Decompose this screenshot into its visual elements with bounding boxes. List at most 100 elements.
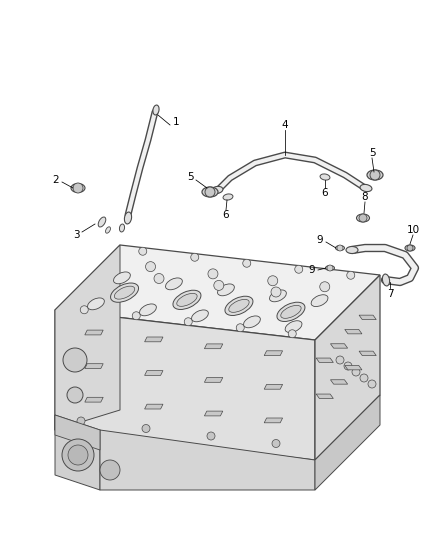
Ellipse shape (166, 278, 182, 290)
Circle shape (191, 253, 199, 261)
Polygon shape (145, 404, 163, 409)
Polygon shape (264, 384, 283, 389)
Circle shape (207, 432, 215, 440)
Polygon shape (55, 310, 315, 460)
Polygon shape (359, 351, 376, 356)
Ellipse shape (311, 295, 328, 306)
Polygon shape (55, 245, 380, 340)
Circle shape (327, 265, 333, 271)
Ellipse shape (360, 184, 372, 191)
Text: 10: 10 (406, 225, 420, 235)
Circle shape (268, 276, 278, 286)
Circle shape (208, 269, 218, 279)
Ellipse shape (223, 194, 233, 200)
Ellipse shape (120, 224, 124, 232)
Ellipse shape (202, 187, 218, 197)
Text: 8: 8 (362, 192, 368, 202)
Polygon shape (55, 415, 100, 450)
Circle shape (139, 247, 147, 255)
Ellipse shape (357, 214, 370, 222)
Polygon shape (205, 377, 223, 382)
Circle shape (347, 271, 355, 279)
Text: 6: 6 (321, 188, 328, 198)
Polygon shape (315, 395, 380, 490)
Circle shape (145, 262, 155, 272)
Ellipse shape (225, 296, 253, 316)
Ellipse shape (153, 105, 159, 115)
Circle shape (205, 187, 215, 197)
Ellipse shape (191, 310, 208, 322)
Circle shape (360, 374, 368, 382)
Circle shape (73, 183, 83, 193)
Polygon shape (345, 366, 362, 370)
Ellipse shape (285, 321, 302, 333)
Polygon shape (85, 330, 103, 335)
Ellipse shape (325, 265, 335, 271)
Text: 6: 6 (223, 210, 230, 220)
Circle shape (100, 460, 120, 480)
Circle shape (243, 259, 251, 267)
Circle shape (368, 380, 376, 388)
Text: 5: 5 (369, 148, 375, 158)
Circle shape (295, 265, 303, 273)
Polygon shape (345, 329, 362, 334)
Circle shape (62, 439, 94, 471)
Ellipse shape (382, 274, 389, 286)
Ellipse shape (140, 304, 156, 316)
Ellipse shape (336, 246, 345, 251)
Polygon shape (100, 430, 315, 490)
Ellipse shape (71, 183, 85, 192)
Polygon shape (205, 411, 223, 416)
Ellipse shape (277, 302, 305, 321)
Circle shape (272, 440, 280, 448)
Circle shape (214, 280, 224, 290)
Polygon shape (359, 315, 376, 320)
Ellipse shape (124, 212, 131, 224)
Ellipse shape (113, 272, 131, 284)
Text: 9: 9 (317, 235, 323, 245)
Polygon shape (205, 344, 223, 349)
Ellipse shape (110, 283, 138, 302)
Circle shape (288, 330, 296, 338)
Text: 4: 4 (282, 120, 288, 130)
Text: 3: 3 (73, 230, 79, 240)
Circle shape (407, 245, 413, 251)
Polygon shape (316, 394, 333, 399)
Ellipse shape (173, 290, 201, 310)
Ellipse shape (346, 246, 358, 254)
Ellipse shape (177, 293, 197, 306)
Circle shape (68, 445, 88, 465)
Circle shape (142, 424, 150, 432)
Text: 7: 7 (387, 289, 393, 299)
Circle shape (67, 387, 83, 403)
Polygon shape (315, 275, 380, 460)
Ellipse shape (320, 174, 330, 180)
Ellipse shape (244, 316, 260, 328)
Polygon shape (316, 358, 333, 362)
Circle shape (352, 368, 360, 376)
Ellipse shape (88, 298, 104, 310)
Circle shape (154, 273, 164, 284)
Circle shape (184, 318, 192, 326)
Circle shape (370, 170, 380, 180)
Ellipse shape (211, 187, 223, 193)
Polygon shape (55, 245, 120, 430)
Polygon shape (145, 370, 163, 375)
Circle shape (77, 417, 85, 425)
Circle shape (336, 356, 344, 364)
Text: 2: 2 (53, 175, 59, 185)
Polygon shape (85, 364, 103, 368)
Polygon shape (145, 337, 163, 342)
Ellipse shape (229, 300, 249, 312)
Polygon shape (330, 344, 348, 348)
Circle shape (337, 245, 343, 251)
Ellipse shape (106, 227, 110, 233)
Circle shape (63, 348, 87, 372)
Circle shape (344, 362, 352, 370)
Circle shape (132, 312, 140, 320)
Polygon shape (264, 418, 283, 423)
Ellipse shape (98, 217, 106, 227)
Text: 5: 5 (187, 172, 193, 182)
Ellipse shape (114, 286, 135, 299)
Polygon shape (55, 415, 100, 490)
